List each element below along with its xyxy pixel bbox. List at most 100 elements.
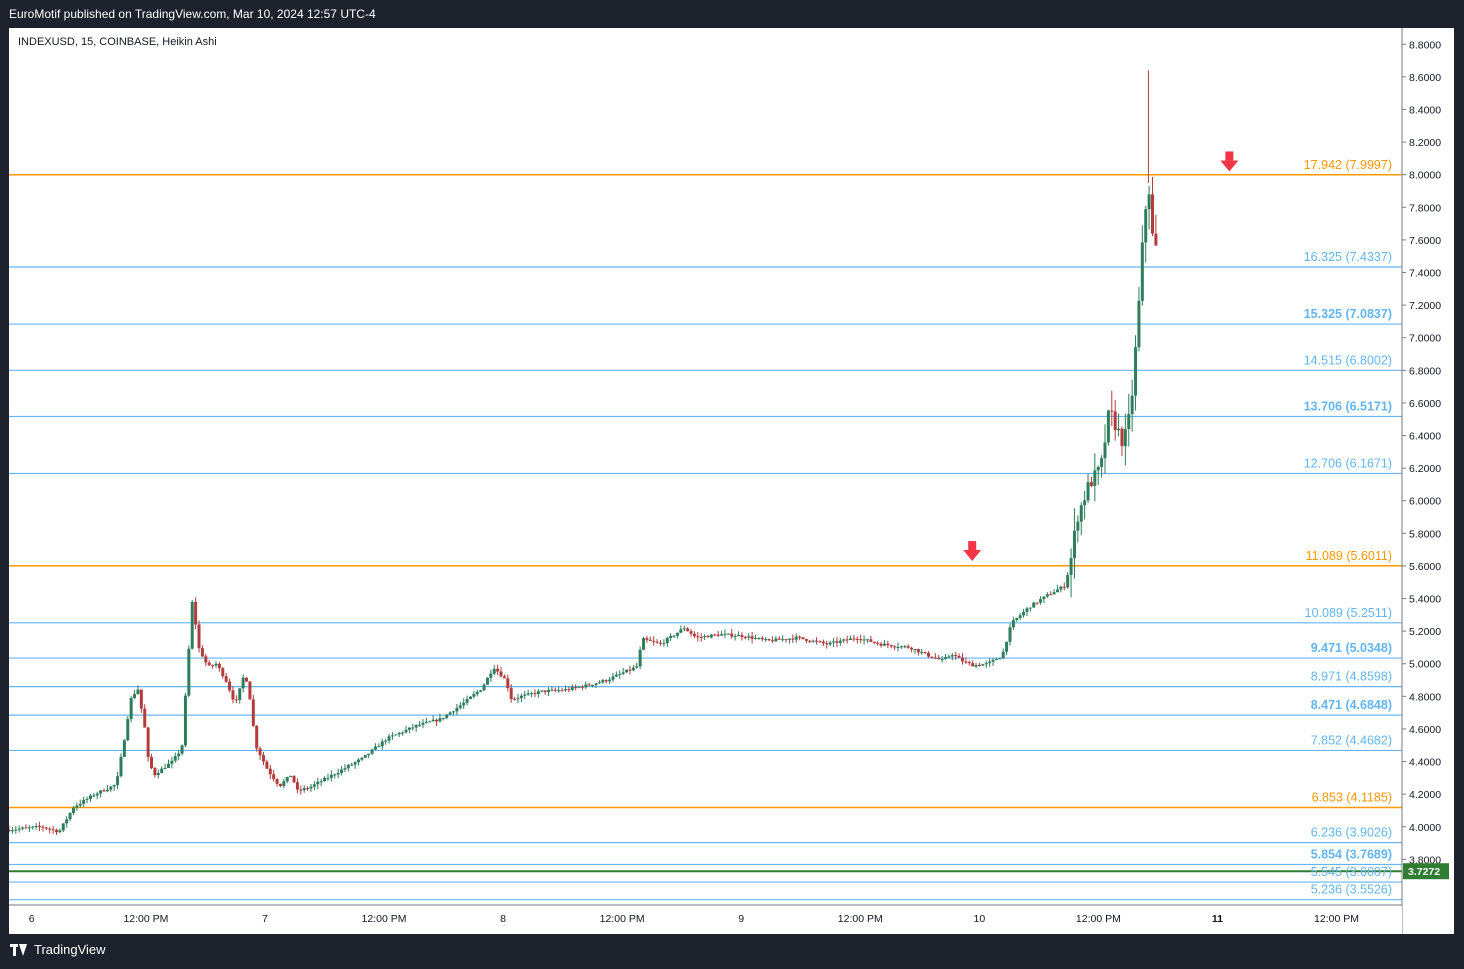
- candle-body: [363, 755, 367, 758]
- candle-body: [1069, 558, 1073, 575]
- x-tick-label: 12:00 PM: [600, 913, 645, 925]
- candle-body: [187, 648, 191, 696]
- candle-body: [475, 691, 479, 695]
- candle-body: [886, 643, 890, 646]
- candle-body: [519, 695, 523, 699]
- candle-body: [801, 637, 805, 640]
- candle-body: [994, 659, 998, 661]
- candle-body: [397, 732, 401, 735]
- candle-body: [720, 634, 724, 636]
- candle-body: [136, 689, 140, 695]
- candle-body: [200, 648, 204, 657]
- candle-body: [988, 661, 992, 664]
- candle-body: [173, 756, 177, 761]
- fib-label-11.089: 11.089 (5.6011): [1306, 549, 1392, 563]
- candle-body: [177, 753, 181, 757]
- fib-label-17.942: 17.942 (7.9997): [1304, 158, 1392, 172]
- candle-body: [838, 640, 842, 643]
- candle-body: [536, 691, 540, 694]
- x-tick-label: 8: [500, 913, 506, 925]
- candle-body: [998, 658, 1002, 660]
- candle-body: [441, 717, 445, 719]
- candle-body: [597, 682, 601, 684]
- candle-body: [462, 702, 466, 706]
- candle-body: [1083, 500, 1087, 506]
- candle-body: [601, 680, 605, 683]
- y-tick-label: 8.2000: [1409, 137, 1441, 149]
- candle-body: [27, 827, 31, 829]
- candle-body: [675, 632, 679, 636]
- candle-body: [1096, 466, 1100, 471]
- candle-body: [658, 642, 662, 644]
- candle-body: [563, 689, 567, 691]
- brand-name: TradingView: [34, 942, 106, 957]
- candle-body: [1076, 521, 1080, 531]
- candle-body: [119, 756, 123, 777]
- y-tick-label: 5.8000: [1409, 528, 1441, 540]
- candle-body: [1028, 607, 1032, 609]
- x-tick-label: 7: [262, 913, 268, 925]
- candle-body: [557, 690, 561, 692]
- x-tick-label: 12:00 PM: [362, 913, 407, 925]
- fib-label-8.471: 8.471 (4.6848): [1311, 698, 1392, 712]
- candle-body: [194, 601, 198, 625]
- y-tick-label: 5.4000: [1409, 594, 1441, 606]
- down-arrow-icon[interactable]: [1220, 151, 1239, 172]
- candle-body: [757, 637, 761, 639]
- candle-body: [920, 652, 924, 654]
- candle-body: [713, 634, 717, 636]
- candle-body: [289, 775, 293, 778]
- candle-body: [126, 719, 130, 741]
- candle-body: [1062, 586, 1066, 588]
- fib-label-6.853: 6.853 (4.1185): [1312, 790, 1392, 804]
- candle-body: [516, 698, 520, 700]
- candle-body: [608, 679, 612, 682]
- price-axis: 8.8000 8.6000 8.4000 8.2000 8.0000 7.8000 7.60…: [1402, 28, 1454, 934]
- candle-body: [964, 661, 968, 663]
- candle-body: [377, 746, 381, 748]
- candle-body: [34, 825, 38, 827]
- candle-body: [1117, 428, 1121, 431]
- candle-body: [784, 639, 788, 641]
- candle-body: [614, 674, 618, 677]
- tradingview-brand[interactable]: TradingView: [10, 942, 106, 957]
- current-price-label: 3.7272: [1408, 866, 1440, 878]
- candle-body: [197, 624, 201, 649]
- down-arrow-icon[interactable]: [963, 541, 982, 562]
- candle-body: [156, 773, 160, 776]
- candle-body: [319, 781, 323, 783]
- candle-body: [1052, 592, 1056, 595]
- candle-body: [1106, 410, 1110, 443]
- candle-body: [272, 774, 276, 780]
- candle-body: [180, 745, 184, 754]
- candle-body: [1079, 505, 1083, 522]
- candle-body: [346, 765, 350, 769]
- candle-body: [160, 768, 164, 774]
- candle-body: [329, 774, 333, 778]
- candle-body: [889, 645, 893, 647]
- candle-body: [302, 788, 306, 791]
- y-tick-label: 6.8000: [1409, 365, 1441, 377]
- candle-body: [530, 693, 534, 695]
- candle-body: [479, 690, 483, 692]
- candle-body: [686, 628, 690, 632]
- candle-body: [760, 637, 764, 640]
- candle-body: [550, 689, 554, 691]
- candle-body: [65, 819, 69, 824]
- chart-panel[interactable]: 17.942 (7.9997) 16.325 (7.4337) 15.325 (7.…: [9, 28, 1454, 934]
- candle-body: [804, 639, 808, 641]
- candle-body: [1011, 620, 1015, 628]
- candle-body: [95, 793, 99, 796]
- candle-body: [1127, 413, 1131, 430]
- candle-body: [224, 676, 228, 682]
- price-chart[interactable]: 17.942 (7.9997) 16.325 (7.4337) 15.325 (7.…: [9, 28, 1454, 934]
- candle-body: [1066, 574, 1070, 588]
- candle-body: [947, 656, 951, 658]
- candle-body: [628, 669, 632, 671]
- candle-body: [781, 639, 785, 641]
- time-axis-bg: [9, 906, 1402, 934]
- candle-body: [1022, 611, 1026, 616]
- candle-body: [1123, 429, 1127, 447]
- candle-body: [594, 683, 598, 685]
- candle-body: [248, 681, 252, 700]
